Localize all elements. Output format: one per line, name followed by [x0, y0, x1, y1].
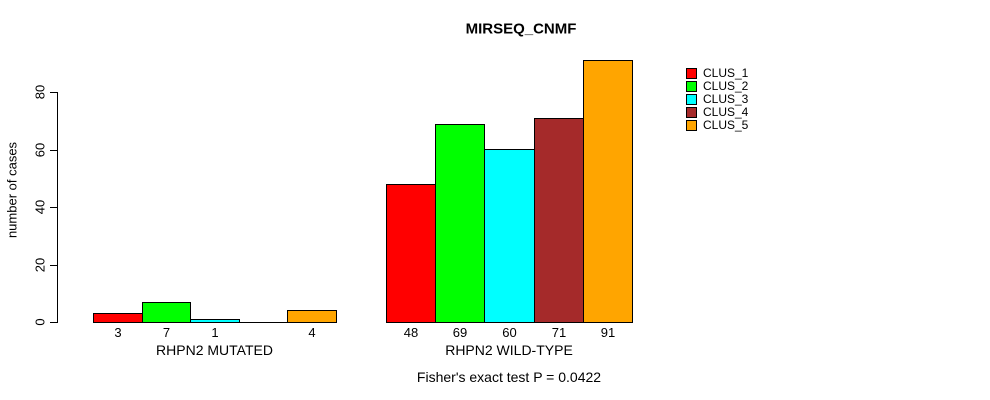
legend-label: CLUS_2 [703, 79, 749, 93]
bar-value-label: 71 [551, 325, 567, 340]
legend-swatch-clus_2 [686, 81, 697, 92]
legend-item-clus_2: CLUS_2 [686, 80, 766, 93]
bar-value-label: 1 [211, 325, 219, 340]
y-axis-label: number of cases [4, 141, 20, 239]
chart-title: MIRSEQ_CNMF [465, 20, 577, 38]
bar-clus_5-rhpn2-wild-type [583, 60, 633, 323]
y-axis-tick-label: 60 [32, 142, 48, 158]
legend-swatch-clus_1 [686, 68, 697, 79]
y-axis-tick-label: 80 [32, 84, 48, 100]
bar-value-label: 48 [403, 325, 419, 340]
bar-clus_4-rhpn2-wild-type [534, 118, 584, 323]
bar-value-label: 4 [308, 325, 316, 340]
x-axis-group-label: RHPN2 MUTATED [156, 342, 273, 358]
bar-value-label: 69 [452, 325, 468, 340]
y-axis-tick-label: 20 [32, 257, 48, 273]
legend-swatch-clus_5 [686, 120, 697, 131]
bar-clus_5-rhpn2-mutated [287, 310, 337, 323]
legend-label: CLUS_3 [703, 92, 749, 106]
legend-item-clus_5: CLUS_5 [686, 119, 766, 132]
bar-value-label: 60 [502, 325, 517, 340]
y-axis-tick [50, 92, 57, 93]
bar-value-label: 3 [114, 325, 122, 340]
bar-clus_1-rhpn2-mutated [93, 313, 143, 323]
bar-clus_2-rhpn2-mutated [142, 302, 191, 323]
bar-clus_1-rhpn2-wild-type [386, 184, 436, 323]
legend-label: CLUS_4 [703, 105, 749, 119]
legend-label: CLUS_1 [703, 66, 749, 80]
bar-value-label: 91 [600, 325, 616, 340]
y-axis-tick-label: 40 [32, 199, 48, 215]
bar-clus_3-rhpn2-wild-type [484, 149, 535, 323]
legend-item-clus_4: CLUS_4 [686, 106, 766, 119]
legend-item-clus_3: CLUS_3 [686, 93, 766, 106]
legend-swatch-clus_3 [686, 94, 697, 105]
y-axis-tick [50, 207, 57, 208]
bar-clus_2-rhpn2-wild-type [435, 124, 485, 323]
y-axis-line [57, 92, 58, 323]
bar-clus_4-rhpn2-mutated [239, 322, 288, 323]
legend-item-clus_1: CLUS_1 [686, 67, 766, 80]
y-axis-tick [50, 150, 57, 151]
bar-value-label: 7 [162, 325, 171, 340]
y-axis-tick [50, 265, 57, 266]
legend-swatch-clus_4 [686, 107, 697, 118]
fisher-test-annotation: Fisher's exact test P = 0.0422 [416, 369, 602, 385]
bar-clus_3-rhpn2-mutated [190, 319, 240, 323]
y-axis-tick [50, 322, 57, 323]
y-axis-tick-label: 0 [32, 318, 48, 326]
legend-label: CLUS_5 [703, 118, 749, 132]
x-axis-group-label: RHPN2 WILD-TYPE [445, 342, 573, 358]
